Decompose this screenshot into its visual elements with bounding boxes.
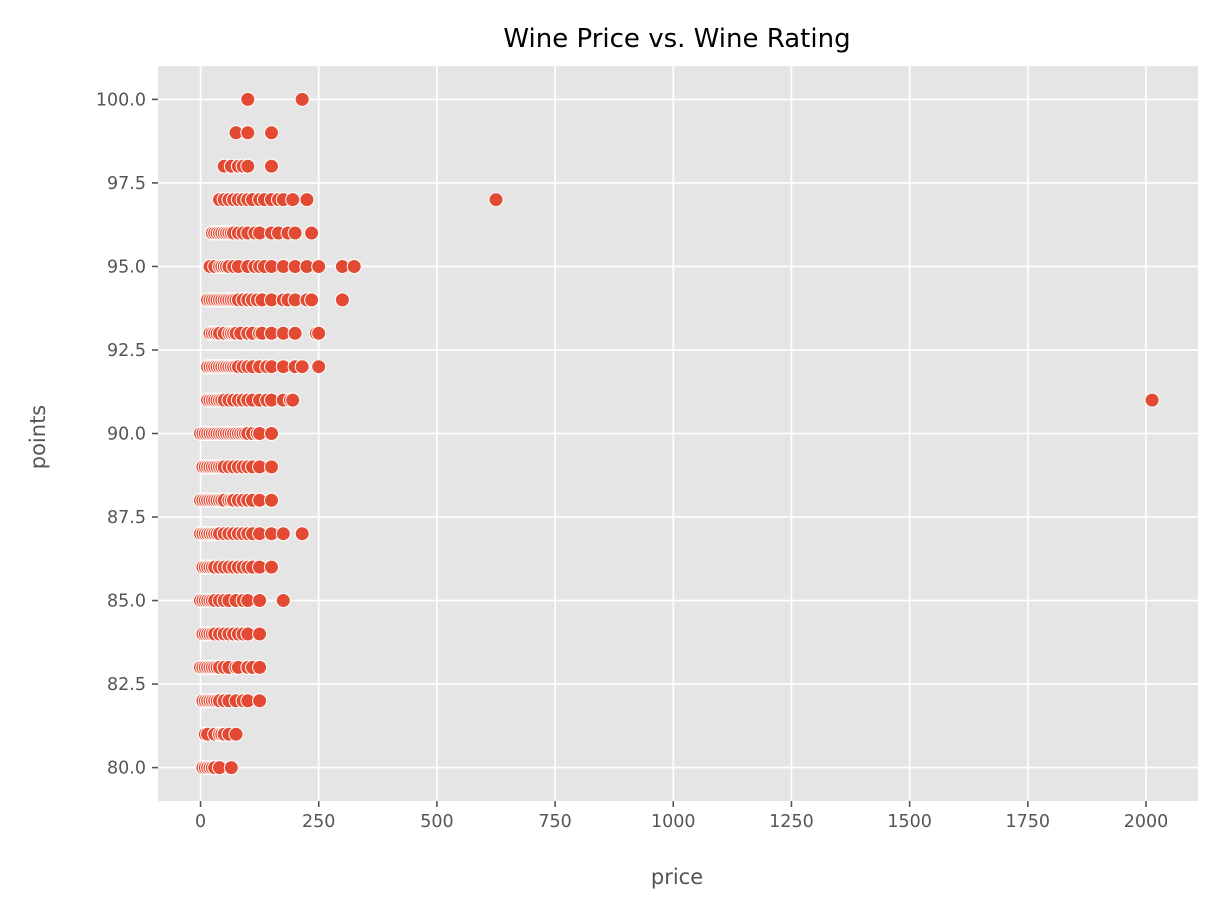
data-point	[294, 91, 310, 107]
data-point	[488, 192, 504, 208]
x-tick-label: 0	[195, 812, 206, 832]
data-point	[264, 125, 279, 141]
data-point	[294, 359, 310, 375]
x-tick-label: 250	[302, 812, 335, 832]
y-axis-label: points	[26, 405, 50, 470]
data-point	[304, 225, 320, 241]
data-point	[228, 726, 244, 742]
data-point	[264, 492, 279, 508]
y-tick-label: 92.5	[107, 341, 146, 361]
data-point	[275, 526, 291, 542]
y-tick-label: 95.0	[107, 257, 146, 277]
data-point	[299, 192, 315, 208]
x-axis-label: price	[651, 865, 703, 889]
data-point	[346, 259, 362, 274]
data-point	[252, 626, 268, 642]
data-point	[240, 158, 256, 174]
x-tick-label: 1250	[769, 812, 814, 832]
y-tick-label: 82.5	[107, 675, 146, 695]
data-point	[275, 593, 291, 608]
data-point	[334, 292, 350, 308]
x-tick-label: 2000	[1124, 812, 1169, 832]
y-tick-label: 85.0	[107, 592, 146, 612]
x-tick-label: 1750	[1006, 812, 1051, 832]
data-point	[252, 659, 268, 675]
data-point	[287, 225, 303, 241]
data-point	[285, 392, 301, 408]
data-point	[240, 125, 256, 141]
chart-title: Wine Price vs. Wine Rating	[503, 24, 850, 54]
x-tick-label: 750	[538, 812, 571, 832]
data-point	[264, 559, 279, 575]
data-point	[304, 292, 320, 308]
data-point	[240, 91, 256, 107]
data-point	[252, 693, 268, 709]
x-tick-label: 1500	[887, 812, 932, 832]
data-point	[287, 325, 303, 341]
x-tick-label: 1000	[651, 812, 696, 832]
y-tick-label: 90.0	[107, 425, 146, 445]
y-tick-label: 80.0	[107, 759, 146, 779]
data-point	[311, 359, 327, 375]
data-point	[264, 158, 279, 174]
data-point	[311, 259, 327, 274]
data-point	[264, 426, 279, 441]
y-axis-ticks: 80.0 82.5 85.0 87.5 90.0 92.5 95.0 97.5 100.0	[96, 90, 158, 779]
data-point	[264, 459, 279, 475]
data-point	[252, 593, 268, 608]
y-tick-label: 100.0	[96, 90, 146, 110]
data-point	[223, 760, 239, 776]
x-axis-ticks: 0 250 500 750 1000 1250 1500 1750 2000	[195, 801, 1168, 832]
y-tick-label: 87.5	[107, 508, 146, 528]
x-tick-label: 500	[420, 812, 453, 832]
y-tick-label: 97.5	[107, 174, 146, 194]
data-point	[294, 526, 310, 542]
data-point	[285, 192, 301, 208]
data-points	[193, 91, 1160, 776]
data-point	[311, 325, 327, 341]
data-point	[1144, 392, 1160, 408]
y-gridlines	[158, 98, 1198, 769]
